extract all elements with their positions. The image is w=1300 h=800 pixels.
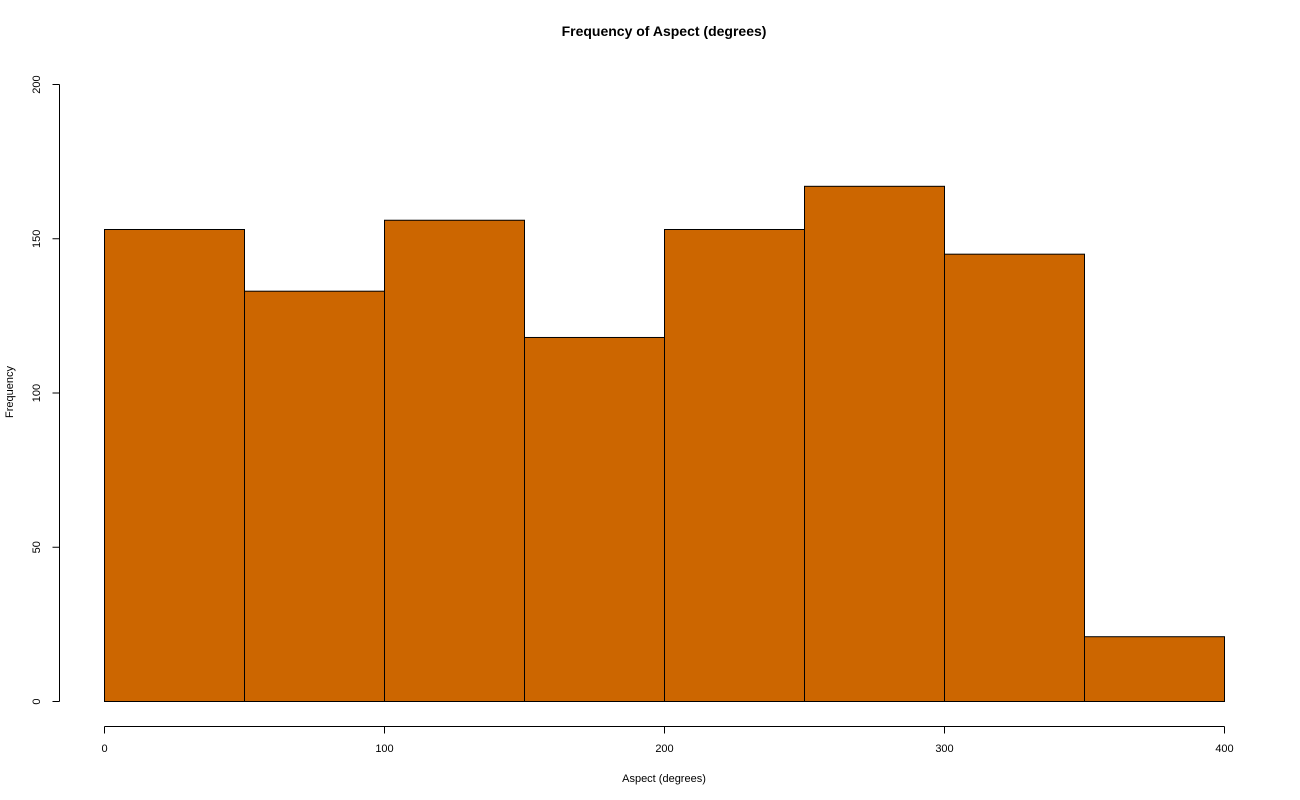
- x-axis-label: Aspect (degrees): [622, 773, 706, 785]
- y-tick-label-150: 150: [31, 230, 43, 248]
- x-tick-label-400: 400: [1215, 743, 1233, 755]
- y-tick-label-0: 0: [31, 698, 43, 704]
- histogram-bar-1: [104, 228, 245, 702]
- histogram-bar-7: [944, 253, 1085, 703]
- y-tick-label-50: 50: [31, 541, 43, 553]
- x-tick-label-200: 200: [655, 743, 673, 755]
- y-tick-label-200: 200: [31, 75, 43, 93]
- x-tick-label-100: 100: [375, 743, 393, 755]
- histogram-bar-3: [384, 219, 525, 703]
- x-tick-label-0: 0: [101, 743, 107, 755]
- y-axis-label: Frequency: [4, 366, 16, 418]
- chart-title: Frequency of Aspect (degrees): [562, 23, 767, 39]
- histogram-bar-5: [664, 228, 805, 702]
- x-axis: 0 100 200 300 400: [101, 726, 1234, 755]
- histogram-bars: [104, 185, 1225, 703]
- histogram-bar-6: [804, 185, 945, 702]
- x-tick-label-300: 300: [935, 743, 953, 755]
- y-axis: 0 50 100 150 200: [31, 75, 60, 705]
- y-tick-label-100: 100: [31, 384, 43, 402]
- histogram-bar-2: [244, 290, 385, 702]
- histogram-bar-4: [524, 336, 665, 702]
- histogram-bar-8: [1084, 636, 1225, 703]
